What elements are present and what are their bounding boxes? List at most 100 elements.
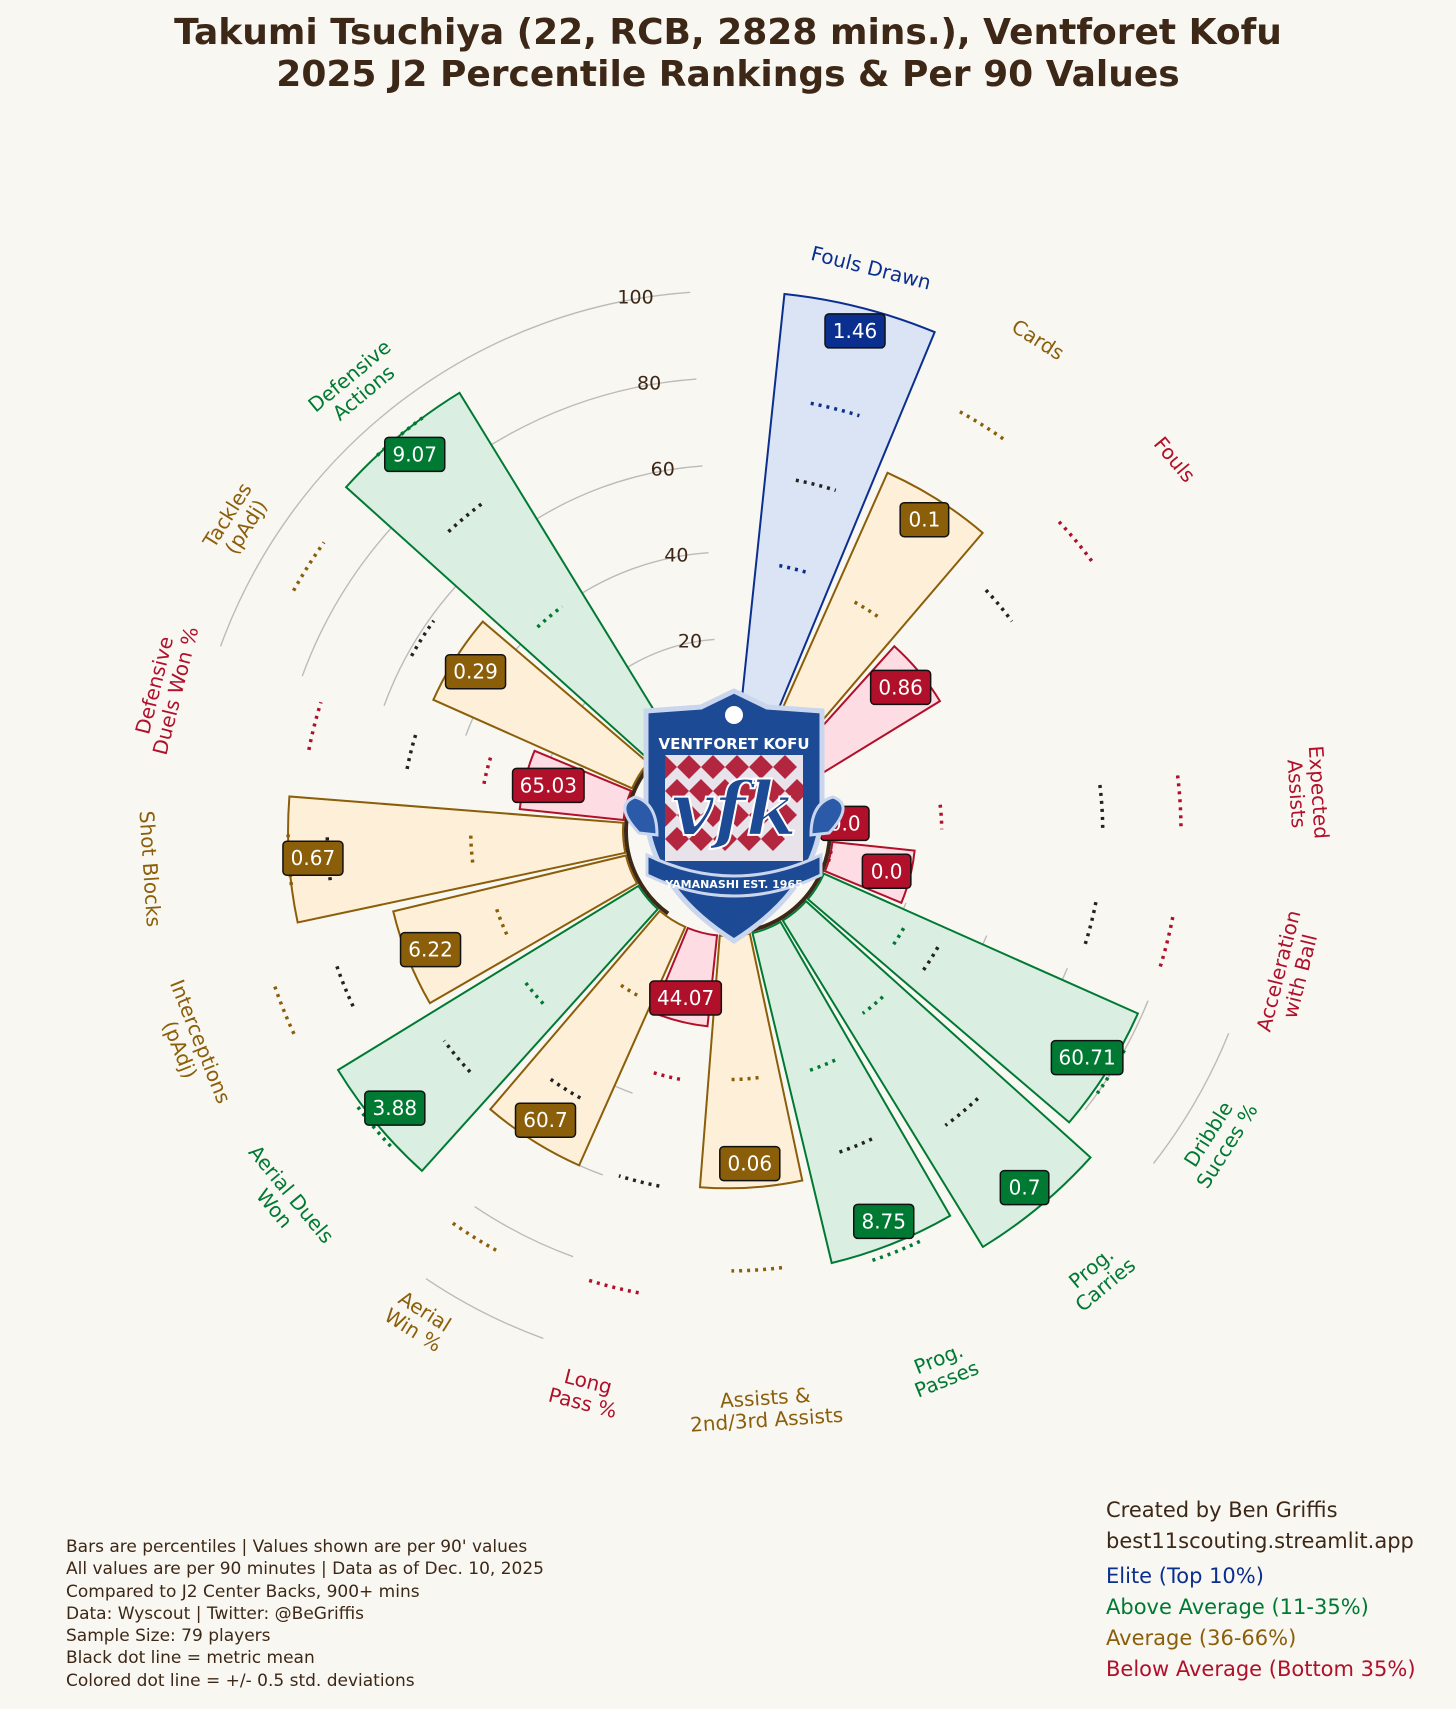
mean-dot-line	[447, 500, 486, 534]
radial-tick-label: 80	[637, 373, 661, 395]
std-dot-line-low	[523, 980, 545, 1005]
mean-dot-line	[921, 946, 940, 972]
std-dot-line-high	[448, 1219, 497, 1252]
grid-arc	[1152, 1033, 1230, 1164]
metric-label: Accelerationwith Ball	[1252, 908, 1327, 1040]
mean-dot-line	[835, 1137, 873, 1156]
std-dot-line-high	[1158, 916, 1175, 969]
std-dot-line-high	[810, 401, 860, 418]
std-dot-line-high	[375, 416, 424, 457]
bar-prog--passes	[751, 920, 952, 1265]
mean-dot-line	[549, 1077, 582, 1100]
std-dot-line-high	[292, 541, 326, 592]
metric-label: ExpectedAssists	[1282, 745, 1334, 841]
value-text: 60.71	[1059, 1046, 1116, 1070]
value-label: 65.03	[511, 767, 585, 804]
value-box	[719, 1145, 781, 1182]
std-dot-line-high	[355, 1104, 392, 1148]
value-text: 0.86	[878, 675, 923, 699]
credit-author: Created by Ben Griffis	[1106, 1498, 1338, 1522]
mean-dot-line	[325, 834, 332, 881]
bar-shot-blocks	[287, 795, 627, 924]
value-text: 65.03	[520, 773, 577, 797]
metric-label-line: Cards	[1007, 314, 1068, 365]
metric-label: AerialWin %	[380, 1284, 458, 1356]
metric-label: Aerial DuelsWon	[227, 1140, 339, 1262]
value-text: 0.1	[909, 508, 941, 532]
std-dot-line-low	[469, 833, 475, 863]
value-text: 0.29	[453, 660, 498, 684]
value-box	[364, 1090, 426, 1126]
std-dot-line-low	[807, 1058, 836, 1073]
metric-label: Fouls Drawn	[808, 241, 933, 295]
metric-label-line: Assists &	[719, 1383, 811, 1413]
value-box	[399, 931, 462, 968]
value-text: 3.88	[373, 1096, 418, 1120]
value-box	[861, 853, 912, 890]
metric-label: DribbleSucces %	[1173, 1087, 1263, 1192]
footnote-line: Sample Size: 79 players	[66, 1626, 271, 1647]
value-box	[444, 653, 507, 690]
radial-tick-labels: 020406080100	[617, 287, 709, 739]
value-text: 9.07	[392, 442, 437, 466]
value-text: 0.0	[871, 859, 903, 883]
credit-site: best11scouting.streamlit.app	[1106, 1529, 1414, 1553]
value-box	[282, 840, 344, 876]
radial-tick-label: 60	[651, 459, 675, 481]
footnote-line: Compared to J2 Center Backs, 900+ mins	[66, 1581, 420, 1602]
metric-label: Interceptions(pAdj)	[145, 976, 236, 1115]
chart-title-line1: Takumi Tsuchiya (22, RCB, 2828 mins.), V…	[174, 12, 1282, 53]
mean-dot-line	[1083, 901, 1098, 945]
std-dot-line-low	[617, 982, 639, 997]
metric-label: Prog.Carries	[1056, 1236, 1140, 1317]
std-dot-line-high	[1057, 520, 1094, 563]
value-box	[999, 1169, 1050, 1206]
radial-tick-label: 100	[617, 287, 653, 309]
mean-dot-line	[1098, 784, 1105, 829]
value-label: 0.86	[869, 669, 932, 706]
metric-label: Assists &2nd/3rd Assists	[688, 1381, 844, 1437]
value-box	[1050, 1039, 1124, 1076]
metric-label-line: Shot Blocks	[134, 810, 166, 928]
grid-arc	[474, 1205, 574, 1258]
metric-label: DefensiveDuels Won %	[126, 619, 203, 758]
metric-label: Shot Blocks	[134, 810, 166, 928]
std-dot-line-high	[959, 410, 1008, 443]
value-box	[383, 436, 446, 473]
metric-label: Fouls	[1149, 432, 1201, 487]
std-dot-line-high	[271, 982, 296, 1035]
mean-dot-line	[984, 588, 1014, 623]
legend-above-average: Above Average (11-35%)	[1106, 1595, 1369, 1619]
metric-label: DefensiveActions	[303, 335, 409, 434]
value-text: 0.06	[728, 1152, 773, 1176]
value-label: 0.67	[282, 840, 344, 876]
mean-dot-line	[795, 478, 837, 492]
std-dot-line-low	[779, 563, 811, 575]
grid-arc	[219, 291, 691, 647]
std-dot-line-low	[938, 804, 944, 830]
std-dot-line-low	[853, 600, 882, 620]
value-label: 0.7	[999, 1169, 1050, 1206]
value-text: 0.67	[291, 846, 336, 870]
crest-bottom-text: YAMANASHI EST. 1965	[664, 878, 803, 891]
mean-dot-line	[405, 731, 419, 770]
legend-average: Average (36-66%)	[1106, 1626, 1297, 1650]
crest-top-text: VENTFORET KOFU	[658, 735, 809, 753]
value-text: 8.75	[861, 1209, 906, 1233]
mean-dot-line	[618, 1174, 660, 1188]
value-box	[649, 980, 723, 1016]
credits-and-legend: Created by Ben Griffis best11scouting.st…	[1106, 1495, 1416, 1685]
value-label: 0.1	[899, 501, 950, 538]
value-box	[511, 767, 585, 804]
value-label: 60.7	[514, 1102, 577, 1138]
std-dot-line-high	[1175, 775, 1183, 828]
metric-label: Prog.Passes	[903, 1335, 982, 1403]
std-dot-line-high	[307, 701, 323, 751]
value-label: 0.0	[861, 853, 912, 890]
footnote-line: Bars are percentiles | Values shown are …	[66, 1537, 528, 1557]
value-box	[899, 501, 950, 538]
mean-dot-line	[410, 619, 436, 657]
value-label: 6.22	[399, 931, 462, 968]
chart-title-line2: 2025 J2 Percentile Rankings & Per 90 Val…	[276, 54, 1179, 95]
grid-arc	[425, 1278, 544, 1340]
